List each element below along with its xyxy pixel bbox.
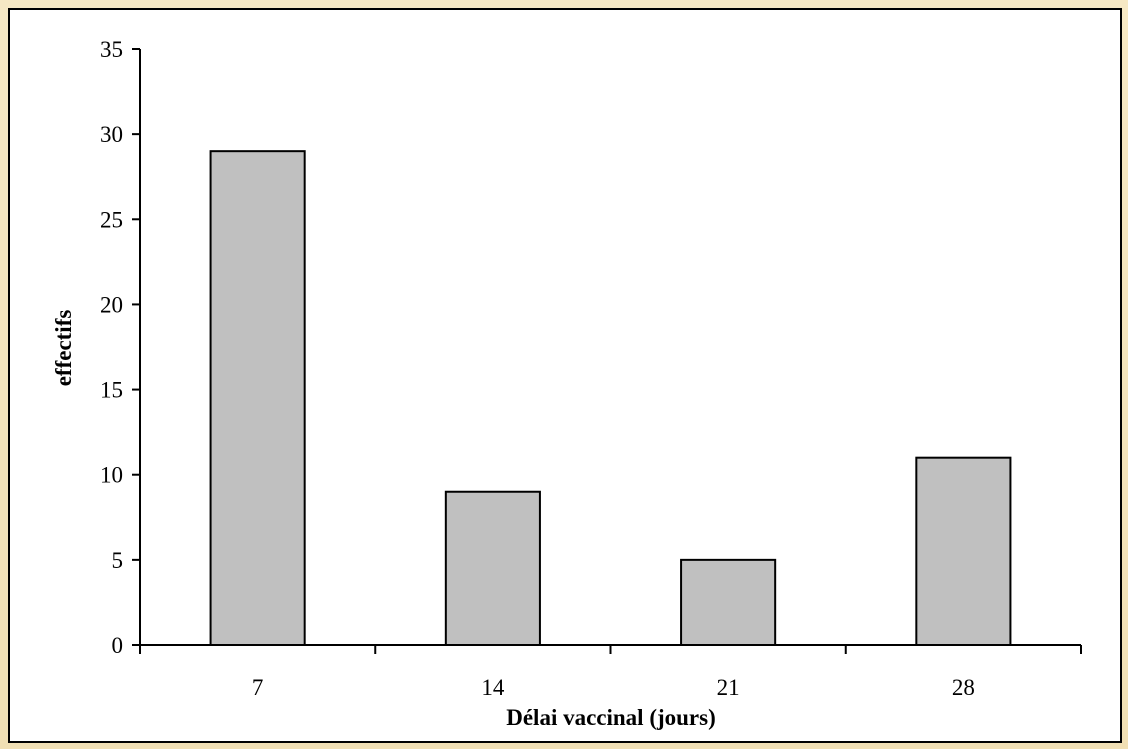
y-tick-label: 35 — [100, 37, 123, 62]
y-axis-title: effectifs — [51, 310, 76, 387]
x-tick-label: 7 — [252, 675, 264, 700]
y-tick-label: 15 — [100, 378, 123, 403]
x-tick-label: 14 — [481, 675, 505, 700]
x-tick-label: 28 — [952, 675, 975, 700]
bar-14 — [444, 490, 541, 646]
y-tick-label: 5 — [112, 548, 124, 573]
y-tick-label: 10 — [100, 463, 123, 488]
x-axis: 7 14 21 28 — [139, 644, 1082, 700]
x-tick-label: 21 — [717, 675, 740, 700]
y-tick-label: 25 — [100, 207, 123, 232]
bars-group — [209, 150, 1012, 647]
bar-21 — [680, 558, 777, 646]
y-tick-label: 30 — [100, 122, 123, 147]
y-tick-label: 20 — [100, 292, 123, 317]
bar-28 — [915, 456, 1012, 646]
y-tick-label: 0 — [112, 633, 124, 658]
x-axis-title: Délai vaccinal (jours) — [506, 705, 716, 730]
bar-7 — [209, 150, 306, 647]
y-axis: 0 5 10 15 20 25 30 35 — [100, 37, 141, 658]
